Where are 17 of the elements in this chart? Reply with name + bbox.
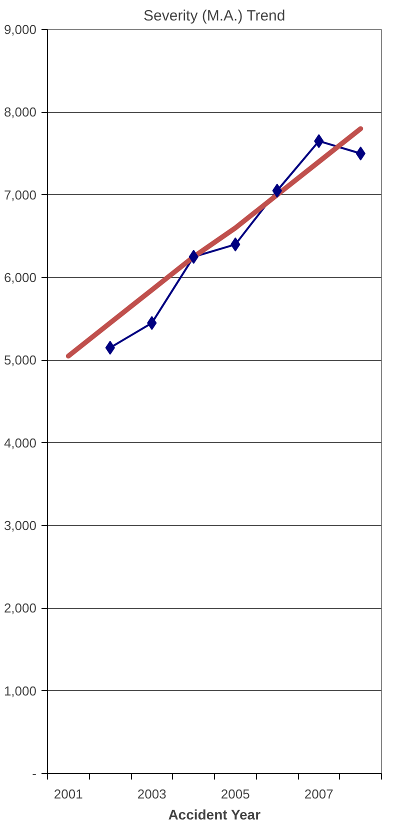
x-tick-label: 2007 [304,786,334,802]
x-axis-title: Accident Year [168,806,262,822]
y-tick-label: 1,000 [4,683,37,698]
y-tick-label: 6,000 [4,270,37,285]
y-tick-label: 4,000 [4,435,37,450]
x-tick-label: 2005 [220,786,250,802]
y-tick-label: 5,000 [4,352,37,368]
y-tick-label: 9,000 [4,22,37,37]
y-tick-label: 8,000 [4,104,37,120]
x-tick-label: 2003 [137,786,166,802]
y-tick-label: 3,000 [4,518,37,533]
y-tick-label: - [32,766,37,781]
y-tick-label: 2,000 [4,600,37,616]
point [356,146,366,160]
chart-title: Severity (M.A.) Trend [144,8,286,24]
y-tick-label: 7,000 [4,187,37,202]
x-tick-label: 2001 [54,786,83,802]
